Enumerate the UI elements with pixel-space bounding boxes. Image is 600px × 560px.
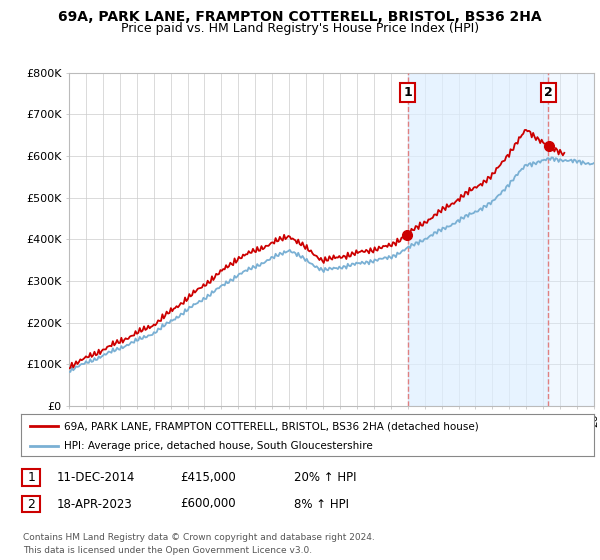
Bar [548,73,594,406]
Text: 69A, PARK LANE, FRAMPTON COTTERELL, BRISTOL, BS36 2HA (detached house): 69A, PARK LANE, FRAMPTON COTTERELL, BRIS… [64,421,479,431]
Text: 2: 2 [544,86,553,99]
Bar [408,73,548,406]
Text: 18-APR-2023: 18-APR-2023 [57,497,133,511]
Text: HPI: Average price, detached house, South Gloucestershire: HPI: Average price, detached house, Sout… [64,441,373,451]
Text: £600,000: £600,000 [180,497,236,511]
Text: Price paid vs. HM Land Registry's House Price Index (HPI): Price paid vs. HM Land Registry's House … [121,22,479,35]
Text: 1: 1 [403,86,412,99]
Text: 20% ↑ HPI: 20% ↑ HPI [294,470,356,484]
Text: 8% ↑ HPI: 8% ↑ HPI [294,497,349,511]
Text: 69A, PARK LANE, FRAMPTON COTTERELL, BRISTOL, BS36 2HA: 69A, PARK LANE, FRAMPTON COTTERELL, BRIS… [58,10,542,24]
Text: £415,000: £415,000 [180,470,236,484]
Text: Contains HM Land Registry data © Crown copyright and database right 2024.
This d: Contains HM Land Registry data © Crown c… [23,533,374,554]
Text: 2: 2 [27,497,35,511]
Text: 11-DEC-2014: 11-DEC-2014 [57,470,136,484]
Text: 1: 1 [27,470,35,484]
